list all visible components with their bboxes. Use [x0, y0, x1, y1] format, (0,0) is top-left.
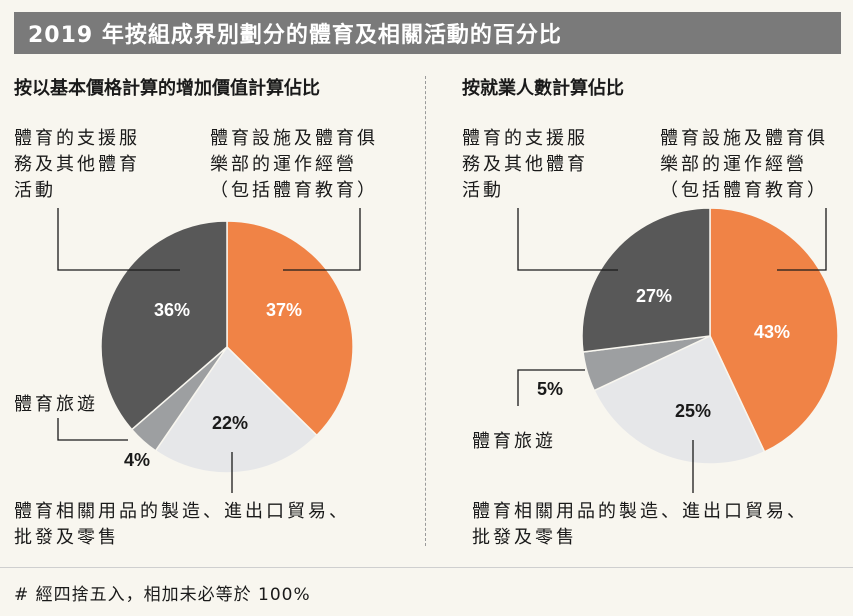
left-pie-slice-support [100, 220, 228, 431]
right-category-label-support: 活動 [462, 180, 504, 201]
right-chart-heading: 按就業人數計算佔比 [462, 78, 624, 99]
footer-rule [0, 567, 853, 568]
left-pie-slice-goods [154, 345, 318, 474]
right-category-label-support: 體育的支援服 [462, 128, 588, 149]
right-category-label-clubs: （包括體育教育） [660, 180, 828, 201]
right-category-label-support: 務及其他體育 [462, 154, 588, 175]
right-leader-line-clubs [777, 208, 827, 271]
right-pie-slice-support [581, 207, 711, 353]
left-pie-slice-clubs [226, 220, 354, 437]
rounding-footnote: # 經四捨五入，相加未必等於 100% [14, 585, 311, 605]
left-category-label-tourism: 體育旅遊 [14, 394, 98, 415]
right-pie-slice-clubs [709, 207, 839, 453]
right-category-label-tourism: 體育旅遊 [472, 431, 556, 452]
left-leader-line-tourism [57, 418, 128, 441]
left-value-label-goods: 22% [212, 413, 248, 433]
left-category-label-goods: 體育相關用品的製造、進出口貿易、 [14, 501, 350, 522]
page-title: 2019 年按組成界別劃分的體育及相關活動的百分比 [28, 23, 562, 48]
left-value-label-support: 36% [154, 300, 190, 320]
left-category-label-support: 體育的支援服 [14, 128, 140, 149]
right-value-label-goods: 25% [675, 401, 711, 421]
right-leader-line-support [517, 208, 618, 271]
right-category-label-goods: 體育相關用品的製造、進出口貿易、 [472, 501, 808, 522]
left-chart-heading: 按以基本價格計算的增加價值計算佔比 [14, 78, 320, 99]
title-banner: 2019 年按組成界別劃分的體育及相關活動的百分比 [14, 12, 841, 54]
left-leader-line-support [57, 208, 180, 271]
left-category-label-support: 活動 [14, 180, 56, 201]
left-category-label-goods: 批發及零售 [14, 527, 119, 548]
right-leader-line-tourism [517, 369, 585, 406]
right-value-label-clubs: 43% [754, 322, 790, 342]
left-category-label-clubs: 樂部的運作經營 [210, 154, 357, 175]
right-category-label-clubs: 體育設施及體育俱 [660, 128, 828, 149]
left-category-label-clubs: （包括體育教育） [210, 180, 378, 201]
right-value-label-support: 27% [636, 286, 672, 306]
left-category-label-support: 務及其他體育 [14, 154, 140, 175]
left-category-label-clubs: 體育設施及體育俱 [210, 128, 378, 149]
right-category-label-goods: 批發及零售 [472, 527, 577, 548]
panel-divider [425, 76, 426, 546]
right-pie-slice-goods [593, 335, 766, 465]
right-value-label-tourism: 5% [537, 379, 563, 399]
left-leader-line-clubs [283, 208, 361, 271]
left-value-label-tourism: 4% [124, 450, 150, 470]
left-value-label-clubs: 37% [266, 300, 302, 320]
right-category-label-clubs: 樂部的運作經營 [660, 154, 807, 175]
